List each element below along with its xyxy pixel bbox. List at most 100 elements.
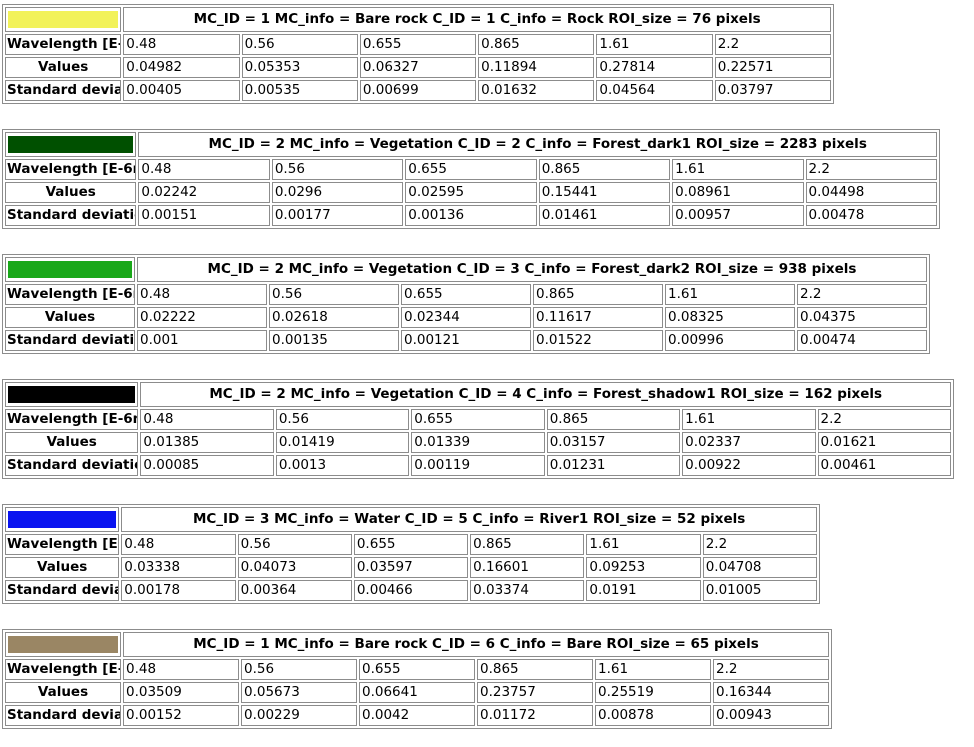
row-label: Standard deviation — [5, 455, 139, 476]
class-color-swatch — [5, 632, 121, 657]
table-cell: 0.04375 — [797, 307, 927, 328]
roi-stats-table: MC_ID = 2 MC_info = Vegetation C_ID = 4 … — [2, 379, 954, 479]
table-cell: 0.23757 — [477, 682, 593, 703]
table-cell: 0.865 — [478, 34, 595, 55]
table-cell: 0.48 — [140, 409, 274, 430]
table-cell: 0.00478 — [805, 205, 937, 226]
table-cell: 0.11617 — [533, 307, 663, 328]
table-cell: 0.00461 — [817, 455, 951, 476]
table-cell: 0.56 — [275, 409, 410, 430]
table-cell: 0.01231 — [546, 455, 681, 476]
table-title: MC_ID = 2 MC_info = Vegetation C_ID = 4 … — [140, 382, 951, 407]
row-label: Values — [5, 182, 137, 203]
table-cell: 0.16344 — [713, 682, 829, 703]
table-cell: 0.865 — [533, 284, 663, 305]
table-cell: 0.03374 — [470, 580, 585, 601]
table-cell: 0.00699 — [359, 80, 477, 101]
table-cell: 0.00878 — [595, 705, 711, 726]
table-cell: 0.01419 — [275, 432, 410, 453]
table-cell: 0.655 — [359, 34, 477, 55]
color-chip — [8, 636, 118, 653]
table-cell: 0.00177 — [271, 205, 404, 226]
table-cell: 0.56 — [271, 159, 404, 180]
table-title: MC_ID = 3 MC_info = Water C_ID = 5 C_inf… — [121, 507, 817, 532]
table-cell: 0.00152 — [123, 705, 239, 726]
table-cell: 0.15441 — [538, 182, 671, 203]
table-title: MC_ID = 2 MC_info = Vegetation C_ID = 3 … — [137, 257, 927, 282]
table-cell: 0.01522 — [533, 330, 663, 351]
table-cell: 2.2 — [805, 159, 937, 180]
table-cell: 0.00085 — [140, 455, 274, 476]
table-header-row: MC_ID = 3 MC_info = Water C_ID = 5 C_inf… — [5, 507, 817, 532]
std-dev-row: Standard deviation0.001510.001770.001360… — [5, 205, 937, 226]
table-cell: 0.01005 — [702, 580, 817, 601]
class-color-swatch — [5, 257, 135, 282]
table-cell: 2.2 — [797, 284, 927, 305]
table-cell: 0.04498 — [805, 182, 937, 203]
row-label: Standard deviation — [5, 580, 120, 601]
table-cell: 0.00364 — [237, 580, 352, 601]
row-label: Standard deviation — [5, 705, 121, 726]
table-cell: 0.655 — [353, 534, 469, 555]
table-cell: 0.56 — [241, 659, 357, 680]
table-cell: 2.2 — [714, 34, 831, 55]
roi-stats-table: MC_ID = 1 MC_info = Bare rock C_ID = 6 C… — [2, 629, 832, 729]
table-cell: 0.865 — [546, 409, 681, 430]
table-cell: 0.655 — [401, 284, 531, 305]
table-cell: 0.001 — [137, 330, 267, 351]
row-label: Wavelength [E-6m] — [5, 34, 122, 55]
class-color-swatch — [5, 132, 137, 157]
table-cell: 0.48 — [121, 534, 236, 555]
std-dev-row: Standard deviation 0.00085 0.0013 0.00119 0.… — [5, 455, 951, 476]
table-cell: 0.00229 — [241, 705, 357, 726]
table-cell: 0.00178 — [121, 580, 236, 601]
table-title: MC_ID = 2 MC_info = Vegetation C_ID = 2 … — [138, 132, 937, 157]
roi-stats-table: MC_ID = 2 MC_info = Vegetation C_ID = 3 … — [2, 254, 930, 354]
table-cell: 0.00922 — [682, 455, 816, 476]
table-cell: 0.00943 — [713, 705, 829, 726]
table-cell: 0.655 — [411, 409, 545, 430]
table-cell: 0.02242 — [138, 182, 270, 203]
table-header-row: MC_ID = 2 MC_info = Vegetation C_ID = 2 … — [5, 132, 937, 157]
table-cell: 1.61 — [595, 659, 711, 680]
table-cell: 0.27814 — [596, 57, 713, 78]
table-cell: 0.00535 — [241, 80, 358, 101]
table-cell: 0.0296 — [271, 182, 404, 203]
roi-stats-table: MC_ID = 3 MC_info = Water C_ID = 5 C_inf… — [2, 504, 820, 604]
row-label: Wavelength [E-6m] — [5, 659, 121, 680]
table-cell: 0.56 — [241, 34, 358, 55]
table-cell: 0.00136 — [405, 205, 537, 226]
table-title: MC_ID = 1 MC_info = Bare rock C_ID = 1 C… — [123, 7, 831, 32]
color-chip — [8, 11, 119, 28]
table-cell: 1.61 — [682, 409, 816, 430]
table-cell: 0.48 — [137, 284, 267, 305]
table-cell: 0.56 — [237, 534, 352, 555]
table-cell: 0.01621 — [817, 432, 951, 453]
table-cell: 0.01385 — [140, 432, 274, 453]
roi-stats-table: MC_ID = 1 MC_info = Bare rock C_ID = 1 C… — [2, 4, 834, 104]
table-cell: 0.00121 — [401, 330, 531, 351]
table-cell: 0.0191 — [586, 580, 701, 601]
class-color-swatch — [5, 507, 120, 532]
values-row: Values 0.01385 0.01419 0.01339 0.03157 0.0233… — [5, 432, 951, 453]
table-cell: 0.00474 — [797, 330, 927, 351]
table-cell: 0.0013 — [275, 455, 410, 476]
values-row: Values 0.02242 0.0296 0.02595 0.15441 0.08961… — [5, 182, 937, 203]
table-cell: 0.01172 — [477, 705, 593, 726]
table-cell: 0.48 — [138, 159, 270, 180]
table-cell: 0.03338 — [121, 557, 236, 578]
wavelength-row: Wavelength [E-6m]0.480.560.6550.8651.612… — [5, 34, 831, 55]
row-label: Values — [5, 682, 121, 703]
wavelength-row: Wavelength [E-6m]0.480.560.6550.8651.612… — [5, 659, 829, 680]
row-label: Standard deviation — [5, 80, 122, 101]
row-label: Wavelength [E-6m] — [5, 409, 139, 430]
table-cell: 1.61 — [665, 284, 795, 305]
table-cell: 2.2 — [713, 659, 829, 680]
table-cell: 0.865 — [477, 659, 593, 680]
color-chip — [8, 511, 117, 528]
values-row: Values 0.02222 0.02618 0.02344 0.11617 0.0832… — [5, 307, 927, 328]
table-header-row: MC_ID = 1 MC_info = Bare rock C_ID = 1 C… — [5, 7, 831, 32]
table-cell: 0.655 — [359, 659, 475, 680]
class-color-swatch — [5, 7, 122, 32]
table-cell: 0.00135 — [269, 330, 399, 351]
